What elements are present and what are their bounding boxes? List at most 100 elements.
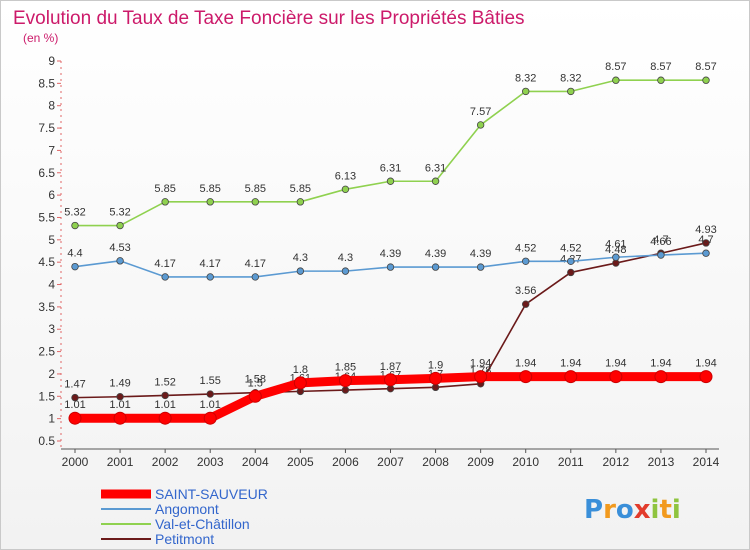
data-label: 4.4 bbox=[67, 248, 82, 260]
data-point bbox=[431, 383, 440, 392]
data-point bbox=[341, 386, 350, 394]
data-label: 4.7 bbox=[653, 234, 668, 246]
x-tick-label: 2014 bbox=[693, 455, 720, 469]
x-tick-label: 2010 bbox=[512, 455, 539, 469]
data-label: 5.32 bbox=[64, 207, 85, 219]
data-label: 4.17 bbox=[154, 258, 175, 270]
data-label: 1.94 bbox=[560, 358, 581, 370]
x-tick-label: 2007 bbox=[377, 455, 404, 469]
data-point bbox=[384, 373, 397, 387]
x-tick-label: 2000 bbox=[62, 455, 89, 469]
data-point bbox=[522, 87, 530, 96]
data-label: 1.47 bbox=[64, 379, 85, 391]
data-point bbox=[116, 221, 124, 230]
data-point bbox=[702, 76, 710, 84]
data-label: 5.32 bbox=[109, 207, 130, 219]
data-point bbox=[158, 411, 172, 425]
data-label: 6.31 bbox=[380, 162, 401, 174]
y-tick-label: 4.5 bbox=[38, 255, 55, 269]
data-label: 1.87 bbox=[380, 361, 401, 373]
data-point bbox=[203, 411, 217, 425]
data-point bbox=[476, 121, 485, 129]
data-point bbox=[251, 273, 259, 281]
x-tick-label: 2001 bbox=[107, 455, 134, 469]
x-tick-label: 2011 bbox=[558, 455, 584, 469]
data-point bbox=[71, 393, 79, 402]
y-tick-label: 4 bbox=[48, 278, 55, 292]
x-tick-label: 2009 bbox=[467, 455, 494, 469]
series-2: 5.32 5.32 5.85 5.85 5.85 5.85 6.13 6.31 6.31 7.57… bbox=[64, 61, 717, 230]
data-point bbox=[206, 390, 214, 398]
legend-label: SAINT-SAUVEUR bbox=[155, 486, 268, 502]
data-label: 4.39 bbox=[425, 248, 446, 260]
data-point bbox=[71, 221, 79, 230]
legend-label: Angomont bbox=[155, 501, 219, 517]
series-0: 1.01 1.01 1.01 1.01 1.5 1.8 1.85 1.87 1.9 1.94 1.9… bbox=[64, 358, 717, 425]
data-point bbox=[161, 391, 169, 400]
y-tick-label: 5 bbox=[48, 233, 55, 247]
x-axis-ticks: 2000 2001 2002 2003 2004 2005 2006 2007 2008 2009… bbox=[62, 449, 720, 469]
y-tick-label: 6.5 bbox=[38, 166, 55, 180]
data-point bbox=[657, 251, 665, 259]
data-point bbox=[206, 273, 214, 281]
data-point bbox=[612, 253, 620, 261]
proxiti-logo: Proxiti bbox=[584, 495, 681, 525]
data-label: 8.57 bbox=[650, 61, 671, 73]
data-point bbox=[71, 262, 79, 271]
data-label: 5.85 bbox=[200, 183, 221, 195]
y-tick-label: 3.5 bbox=[38, 300, 55, 314]
data-label: 8.32 bbox=[560, 72, 581, 84]
data-label: 1.94 bbox=[470, 358, 491, 370]
data-label: 8.57 bbox=[605, 61, 626, 73]
data-point bbox=[522, 300, 530, 308]
y-tick-label: 6 bbox=[48, 188, 55, 202]
data-label: 1.01 bbox=[109, 399, 130, 411]
data-label: 4.66 bbox=[650, 236, 671, 248]
data-point bbox=[431, 177, 440, 185]
data-point bbox=[116, 257, 124, 265]
data-label: 1.94 bbox=[650, 358, 671, 370]
data-label: 4.93 bbox=[695, 224, 716, 236]
data-point bbox=[612, 76, 620, 84]
x-tick-label: 2004 bbox=[242, 455, 269, 469]
data-point bbox=[429, 371, 443, 385]
data-label: 4.7 bbox=[698, 234, 713, 246]
data-label: 4.52 bbox=[515, 242, 536, 254]
data-point bbox=[567, 87, 575, 96]
data-label: 5.85 bbox=[290, 183, 311, 195]
data-label: 4.52 bbox=[560, 242, 581, 254]
y-tick-label: 7.5 bbox=[38, 121, 55, 135]
data-point bbox=[522, 257, 530, 265]
data-point bbox=[296, 198, 305, 206]
data-point bbox=[341, 185, 350, 194]
data-point bbox=[386, 177, 395, 185]
data-point bbox=[699, 370, 713, 384]
data-label: 4.17 bbox=[245, 258, 266, 270]
data-point bbox=[474, 370, 488, 384]
data-label: 4.53 bbox=[109, 242, 130, 254]
data-point bbox=[476, 263, 485, 271]
data-point bbox=[161, 273, 169, 281]
y-tick-label: 8.5 bbox=[38, 76, 55, 90]
y-tick-label: 3 bbox=[48, 322, 55, 336]
data-label: 1.85 bbox=[335, 362, 356, 374]
data-label: 1.55 bbox=[200, 375, 221, 387]
data-point bbox=[702, 239, 710, 247]
data-point bbox=[116, 393, 124, 401]
data-label: 4.61 bbox=[605, 238, 626, 250]
data-label: 1.94 bbox=[605, 358, 626, 370]
data-label: 1.01 bbox=[200, 399, 221, 411]
y-tick-label: 0.5 bbox=[38, 434, 55, 448]
data-label: 1.94 bbox=[695, 358, 716, 370]
x-tick-label: 2012 bbox=[603, 455, 630, 469]
data-label: 5.85 bbox=[154, 183, 175, 195]
data-point bbox=[296, 267, 305, 275]
data-point bbox=[68, 411, 82, 425]
data-point bbox=[386, 384, 395, 393]
data-point bbox=[206, 198, 214, 206]
data-point bbox=[338, 374, 352, 388]
y-tick-label: 2.5 bbox=[38, 345, 55, 359]
data-label: 1.49 bbox=[109, 378, 130, 390]
data-label: 8.57 bbox=[695, 61, 716, 73]
